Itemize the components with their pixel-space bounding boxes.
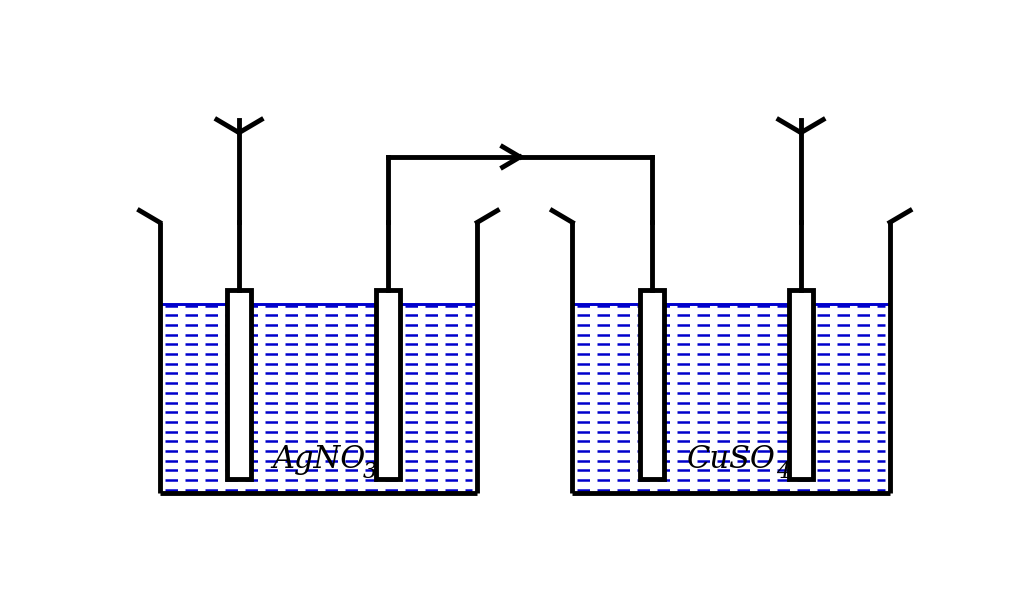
Text: CuSO: CuSO xyxy=(687,444,775,475)
Bar xyxy=(227,290,251,480)
Bar xyxy=(640,290,664,480)
Text: 4: 4 xyxy=(775,461,790,483)
Bar xyxy=(790,290,813,480)
Text: 3: 3 xyxy=(362,461,377,483)
Bar xyxy=(377,290,400,480)
Text: AgNO: AgNO xyxy=(271,444,366,475)
